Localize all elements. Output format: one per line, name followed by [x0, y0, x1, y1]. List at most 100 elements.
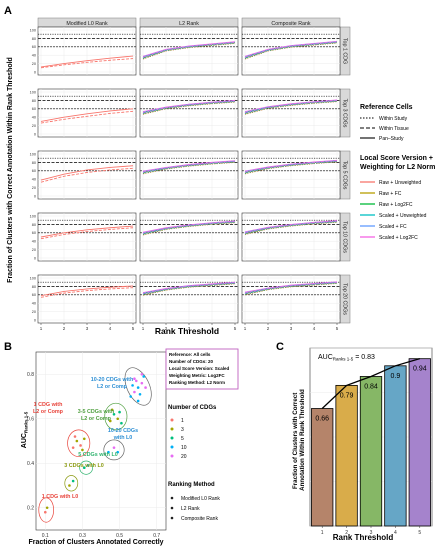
y-tick-label: 100: [30, 214, 36, 218]
info-line-ranking: Ranking Method: L2 Norm: [169, 380, 225, 385]
panel-b-y-axis-sub: Ranks 1-5: [24, 411, 29, 433]
scatter-point: [112, 446, 116, 449]
series-line: [142, 221, 236, 234]
y-tick-label: 20: [32, 248, 36, 252]
scatter-point: [71, 479, 75, 483]
info-line-score-version: Local Score Version: Scaled: [169, 366, 230, 371]
row-strip-label: Top 5 CDGs: [341, 161, 347, 190]
series-line: [244, 99, 338, 112]
bar: [311, 408, 334, 527]
scatter-point: [136, 386, 140, 389]
auc-value: = 0.83: [353, 354, 375, 361]
cluster-annotation-line-2: L2 or Comp: [81, 416, 112, 422]
score-legend-label: Scaled + Unweighted: [379, 213, 427, 219]
scatter-point: [81, 448, 84, 452]
y-tick-label: 80: [32, 223, 36, 227]
scatter-point: [120, 421, 123, 425]
cluster-annotation: 3 CDGs with L0: [64, 463, 104, 469]
cdg-legend-key: [170, 436, 174, 440]
series-line: [142, 282, 236, 295]
y-tick-label: 60: [32, 45, 36, 49]
y-tick-label: 60: [32, 231, 36, 235]
x-tick-label: 4: [394, 530, 397, 536]
series-line-l0: [40, 285, 134, 297]
y-tick-label: 0: [34, 132, 36, 136]
y-tick-label: 100: [30, 276, 36, 280]
scatter-point: [140, 381, 144, 385]
x-tick-label: 1: [40, 326, 43, 331]
cluster-annotation-line-2: with L0: [113, 435, 133, 441]
scatter-point: [142, 375, 146, 378]
y-tick-label: 20: [32, 186, 36, 190]
series-line: [142, 160, 236, 172]
scatter-point: [140, 372, 144, 376]
series-line: [244, 100, 338, 113]
scatter-point: [129, 395, 133, 398]
scatter-point: [107, 450, 110, 454]
cluster-annotation-line-2: L2 or Comp: [97, 384, 128, 390]
method-legend-key: [170, 516, 174, 520]
series-line: [142, 99, 236, 112]
scatter-point: [118, 410, 121, 414]
ref-legend-title: Reference Cells: [360, 104, 413, 111]
series-line-l0-dashed: [40, 58, 134, 69]
scatter-point: [116, 450, 120, 454]
method-legend-items: Modified L0 Rank L2 Rank Composite Rank: [170, 496, 220, 522]
auc-main: AUC: [318, 354, 333, 361]
series-line: [142, 282, 236, 294]
cdg-legend-key: [170, 445, 174, 449]
score-legend-title-1: Local Score Version +: [360, 155, 433, 162]
y-tick-label: 20: [32, 124, 36, 128]
cluster-ellipse: [38, 497, 54, 523]
x-tick-label: 5: [234, 326, 237, 331]
y-tick-label: 80: [32, 161, 36, 165]
method-legend-key: [170, 506, 174, 510]
series-line-l0-dashed: [40, 287, 134, 298]
series-line-l0-dashed: [40, 110, 134, 124]
bar: [359, 376, 383, 527]
y-tick-label: 40: [32, 302, 36, 306]
series-line: [244, 41, 338, 58]
x-tick-label: 1: [321, 530, 324, 536]
series-line: [142, 220, 236, 233]
series-line: [142, 100, 236, 114]
cdg-legend-label: 20: [181, 454, 187, 460]
y-tick-label: 60: [32, 293, 36, 297]
series-line-l0: [40, 108, 134, 122]
series-line: [244, 220, 338, 233]
scatter-point: [68, 484, 71, 487]
y-tick-label: 0.8: [27, 372, 34, 378]
y-tick-label: 0: [34, 256, 36, 260]
scatter-point: [86, 464, 90, 467]
x-tick-label: 2: [345, 530, 348, 536]
y-tick-label: 60: [32, 107, 36, 111]
scatter-point: [144, 386, 147, 389]
cluster-annotation: 10-20 CDGs with: [91, 377, 134, 383]
series-line: [142, 100, 236, 113]
panel-c-auc-annotation: AUCRanks 1-5 = 0.83: [318, 354, 375, 362]
scatter-point: [136, 399, 140, 403]
cdg-legend-items: 1 3 5 10 20: [170, 418, 187, 460]
y-tick-label: 0.2: [27, 505, 34, 511]
series-line: [244, 221, 338, 234]
panel-b-info-box: Reference: All cells Number of CDGs: 20 …: [165, 348, 239, 390]
panel-b-y-axis-title: AUCRanks 1-5: [21, 411, 29, 448]
info-line-reference: Reference: All cells: [169, 352, 211, 357]
x-tick-label: 2: [267, 326, 270, 331]
series-line: [142, 221, 236, 234]
bar: [408, 358, 431, 527]
y-tick-label: 80: [32, 285, 36, 289]
bar-value-label: 0.94: [413, 366, 427, 373]
scatter-frame: [35, 351, 167, 531]
scatter-point: [112, 413, 116, 416]
panel-b-x-axis-title: Fraction of Clusters Annotated Correctly: [28, 539, 163, 546]
y-tick-label: 20: [32, 62, 36, 66]
info-line-weighting: Weighting Metric: Log2FC: [169, 373, 225, 378]
method-legend-title: Ranking Method: [168, 482, 215, 488]
score-legend-label: Raw + Log2FC: [379, 202, 413, 208]
x-tick-label: 5: [132, 326, 135, 331]
panel-b-y-axis-main: AUC: [21, 433, 28, 448]
scatter-point: [82, 437, 86, 441]
ref-legend-label-pan-study: Pan–Study: [379, 136, 404, 142]
